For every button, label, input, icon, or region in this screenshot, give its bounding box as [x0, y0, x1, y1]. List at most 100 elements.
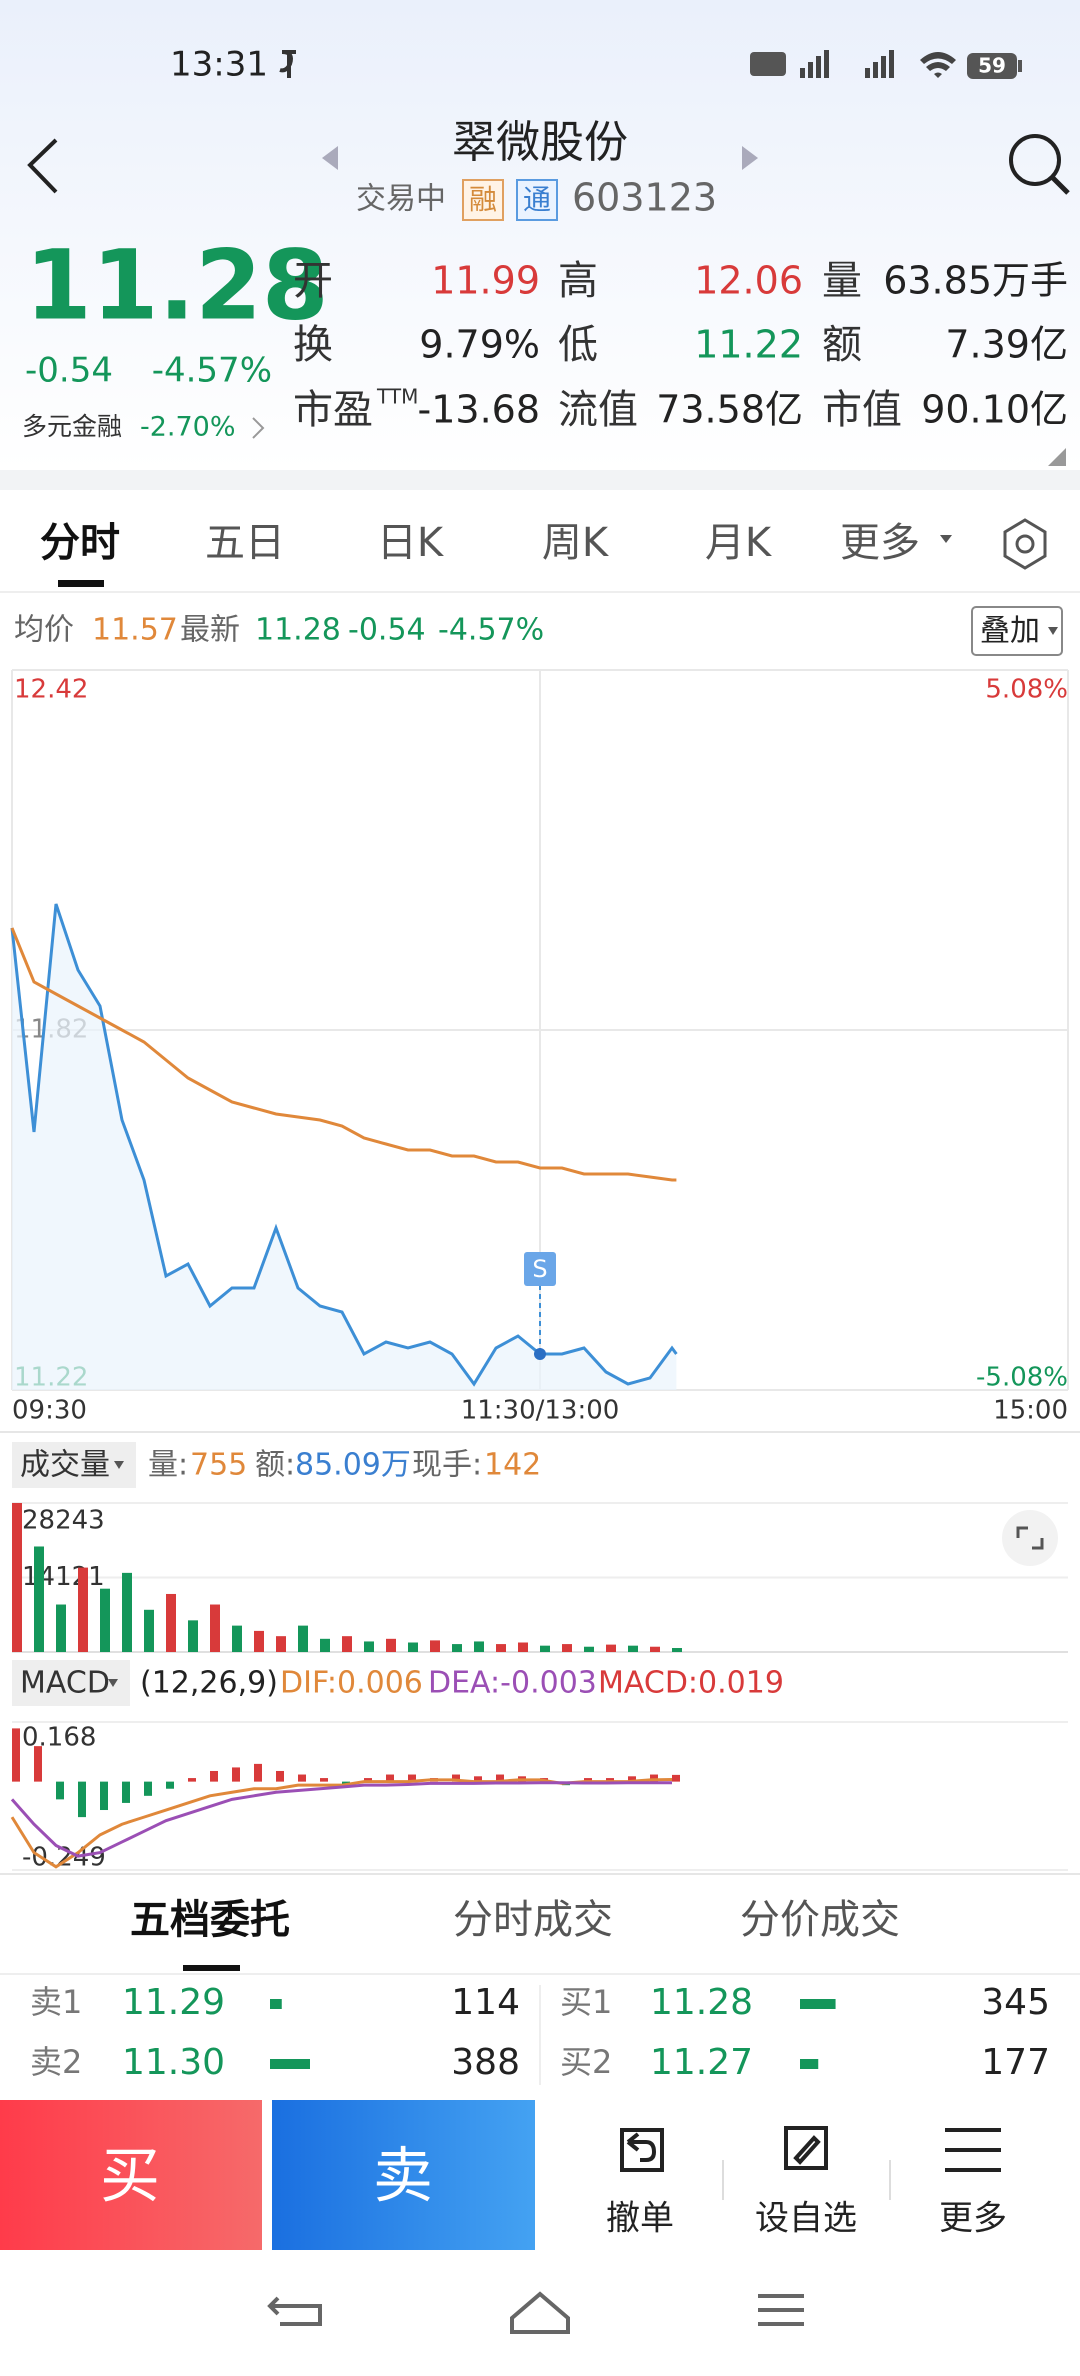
order-bar: [270, 2059, 310, 2069]
order-qty: 388: [451, 2042, 520, 2083]
volume-bar: [34, 1546, 44, 1652]
last-price: 11.28: [25, 229, 329, 341]
stat-value: -13.68: [418, 388, 541, 432]
macd-params: (12,26,9): [140, 1666, 278, 1701]
fullscreen-button[interactable]: [1002, 1510, 1058, 1566]
watch-label[interactable]: 设自选: [755, 2199, 857, 2239]
tab-indicator: [183, 1965, 240, 1971]
y-tick-label: 12.42: [14, 675, 88, 705]
volume-bar: [144, 1609, 154, 1652]
volume-hand-label: 现手:: [412, 1448, 482, 1483]
expand-corner[interactable]: [1048, 448, 1066, 466]
order-qty: 114: [451, 1982, 520, 2023]
buy-label[interactable]: 买: [100, 2142, 160, 2212]
volume-bar: [78, 1567, 88, 1652]
volume-bar: [100, 1588, 110, 1652]
sector[interactable]: 多元金融: [22, 412, 122, 441]
macd-bar: [408, 1774, 416, 1782]
badge: [462, 179, 504, 221]
tab[interactable]: 五日: [205, 520, 285, 566]
annotation-label: S: [532, 1255, 547, 1283]
order-label: 买2: [560, 2043, 612, 2081]
cancel-label[interactable]: 撤单: [606, 2199, 674, 2239]
macd-bar: [166, 1781, 174, 1789]
volume-name: 成交量: [20, 1448, 110, 1483]
stat-label: 低: [558, 322, 598, 368]
x-tick-label: 09:30: [12, 1396, 87, 1426]
order-label: 买1: [560, 1983, 612, 2021]
macd-bar: [298, 1774, 306, 1782]
volume-bar: [430, 1640, 440, 1652]
order-tab[interactable]: 分时成交: [453, 1897, 613, 1943]
separator: [0, 470, 1080, 490]
tab[interactable]: 周K: [542, 520, 610, 566]
y2-tick-label: 5.08%: [985, 675, 1068, 705]
stock-code: 603123: [572, 176, 717, 220]
macd-bar: [232, 1767, 240, 1782]
macd-bar: [452, 1774, 460, 1782]
order-label: 卖2: [30, 2043, 82, 2081]
change-pct: -4.57%: [152, 351, 272, 391]
info-avg: 11.57: [92, 613, 178, 648]
order-price: 11.27: [650, 2042, 753, 2083]
top-background: [0, 0, 1080, 470]
overlay-button[interactable]: [971, 606, 1063, 656]
badge: [516, 179, 558, 221]
indicator-select[interactable]: [12, 1660, 130, 1706]
more-label[interactable]: 更多: [939, 2199, 1007, 2239]
info-latest-label: 最新: [180, 613, 240, 648]
volume-bar: [56, 1604, 66, 1652]
buy-button[interactable]: [0, 2100, 262, 2250]
sector-pct: -2.70%: [140, 412, 236, 443]
tab[interactable]: 分时: [40, 520, 120, 566]
macd-bar: [210, 1770, 218, 1782]
volume-bar: [232, 1625, 242, 1652]
order-tab[interactable]: 分价成交: [740, 1897, 900, 1943]
info-change: -0.54: [348, 613, 426, 648]
stat-label: 量: [822, 258, 862, 304]
indicator-select[interactable]: [12, 1442, 136, 1488]
macd-bar: [276, 1770, 284, 1782]
volume-bar: [254, 1630, 264, 1652]
order-bar: [800, 1999, 836, 2009]
stat-value: 73.58亿: [656, 388, 803, 432]
dropdown-arrow: [114, 1461, 124, 1469]
sell-label[interactable]: 卖: [373, 2142, 433, 2212]
order-price: 11.29: [122, 1982, 225, 2023]
trade-status: 交易中: [356, 182, 446, 217]
tab[interactable]: 日K: [377, 520, 445, 566]
macd-bar: [188, 1778, 196, 1782]
chevron: [252, 417, 265, 439]
price-line: [10, 903, 678, 1387]
tab[interactable]: 更多: [840, 520, 920, 566]
y-tick-label: 28243: [22, 1506, 105, 1536]
order-tab[interactable]: 五档委托: [130, 1897, 290, 1943]
macd-bar: [628, 1776, 636, 1782]
info-avg-label: 均价: [14, 613, 74, 648]
stat-label: 市值: [822, 387, 902, 433]
macd-bar: [584, 1778, 592, 1782]
volume-bar: [122, 1572, 132, 1652]
volume-bar: [210, 1604, 220, 1652]
search-button[interactable]: [1009, 134, 1070, 195]
volume-bar: [364, 1641, 374, 1652]
sell-button[interactable]: [272, 2100, 535, 2250]
macd-bar: [100, 1781, 108, 1811]
overlay-label[interactable]: 叠加: [980, 614, 1040, 649]
next-stock[interactable]: [742, 146, 758, 170]
tab[interactable]: 月K: [705, 520, 773, 566]
prev-stock[interactable]: [322, 146, 338, 170]
average-line: [10, 927, 677, 1182]
change: -0.54: [25, 351, 113, 391]
volume-bar: [408, 1642, 418, 1652]
clock: 13:31: [170, 45, 268, 85]
settings-button[interactable]: [1003, 518, 1047, 570]
back-button[interactable]: [27, 138, 58, 194]
stat-label: 换: [293, 322, 333, 368]
macd-bar: [650, 1774, 658, 1782]
macd-bar: [386, 1774, 394, 1782]
nav-bar: [267, 2291, 804, 2334]
volume-bar: [584, 1646, 594, 1652]
info-pct: -4.57%: [438, 613, 544, 648]
